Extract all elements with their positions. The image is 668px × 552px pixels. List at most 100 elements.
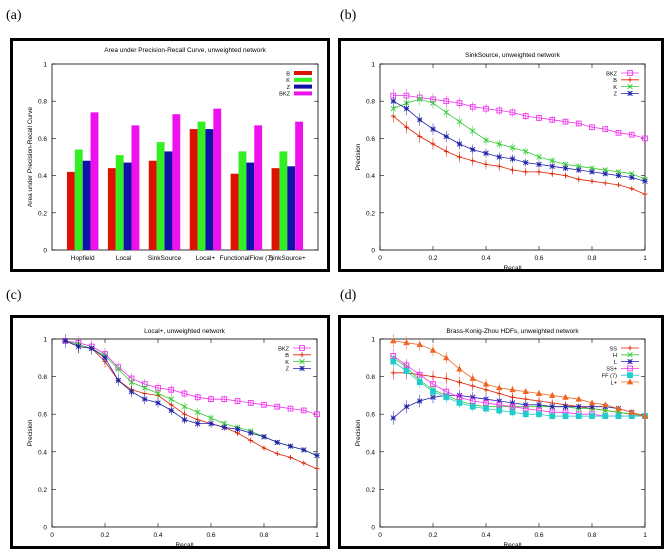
data-point — [589, 403, 595, 410]
data-point — [443, 376, 449, 381]
legend-swatch — [294, 71, 312, 75]
x-axis-label: Recall — [503, 542, 522, 549]
data-point — [195, 420, 201, 427]
data-point — [509, 156, 516, 162]
legend-marker — [627, 83, 633, 90]
data-point — [523, 169, 529, 175]
legend-label: BKZ — [278, 346, 289, 352]
data-point — [496, 407, 503, 414]
data-point — [483, 137, 489, 143]
legend-swatch — [294, 77, 312, 82]
data-point — [641, 412, 649, 419]
legend-label: FF (7) — [602, 374, 617, 380]
bar-k — [156, 142, 165, 250]
y-tick-label: 0.4 — [366, 449, 375, 456]
data-point — [89, 345, 95, 352]
data-point — [562, 413, 569, 419]
data-point — [549, 403, 555, 410]
data-point — [168, 407, 174, 414]
plot-area — [51, 63, 319, 251]
data-point — [248, 430, 254, 436]
data-point — [300, 407, 307, 414]
data-point — [602, 180, 608, 186]
data-point — [168, 396, 174, 402]
data-point — [390, 337, 397, 344]
plot-area — [379, 338, 646, 528]
data-point — [115, 366, 121, 372]
legend-marker — [299, 345, 305, 351]
data-point — [288, 455, 293, 460]
legend-label: H — [613, 353, 617, 359]
bar-b — [148, 160, 157, 250]
data-point — [470, 383, 476, 389]
data-point — [247, 400, 254, 406]
y-axis-label: Precision — [355, 419, 362, 446]
y-tick-label: 1 — [43, 337, 47, 344]
chart-title: SinkSource, unweighted network — [465, 52, 560, 59]
bar-k — [279, 151, 288, 250]
data-point — [208, 396, 214, 403]
data-point — [589, 169, 595, 175]
data-point — [629, 174, 635, 181]
y-tick-label: 0 — [371, 525, 375, 532]
data-point — [314, 452, 320, 459]
data-point — [523, 159, 529, 166]
data-point — [483, 162, 489, 167]
data-point — [417, 398, 423, 404]
data-point — [615, 129, 622, 136]
legend-label: K — [613, 85, 617, 91]
data-point — [510, 167, 515, 173]
data-point — [523, 148, 529, 155]
data-point — [287, 405, 294, 412]
x-category-label: SinkSource — [148, 255, 182, 262]
data-point — [482, 380, 490, 387]
data-point — [575, 395, 582, 402]
bar-z — [205, 129, 214, 250]
x-category-label: Local — [116, 255, 132, 262]
y-tick-label: 0.6 — [366, 136, 375, 143]
bar-b — [189, 129, 198, 250]
x-tick-label: 1 — [643, 255, 647, 262]
data-point — [588, 399, 596, 406]
data-point — [261, 445, 267, 451]
x-tick-label: 0.2 — [428, 255, 437, 262]
data-point — [314, 411, 320, 418]
data-point — [417, 96, 423, 103]
x-tick-label: 0.6 — [534, 255, 543, 262]
legend-label: SS+ — [606, 367, 617, 373]
data-point — [416, 379, 423, 386]
data-point — [430, 388, 436, 395]
chart-title: Brass-Konig-Zhou HDFs, unweighted networ… — [446, 328, 579, 335]
bar-bkz — [213, 108, 222, 250]
y-tick-label: 0.2 — [38, 210, 47, 217]
x-axis-label: Recall — [175, 542, 194, 549]
y-axis-label: Area under Precision-Recall Curve — [27, 107, 34, 207]
bar-bkz — [254, 125, 263, 250]
legend-marker — [627, 352, 633, 358]
panel-label-d: (d) — [340, 288, 357, 303]
data-point — [615, 172, 622, 179]
data-point — [589, 413, 595, 419]
y-tick-label: 0.6 — [366, 412, 375, 419]
y-tick-label: 0.2 — [366, 210, 375, 217]
y-tick-label: 0.4 — [38, 449, 47, 456]
bar-bkz — [90, 112, 99, 250]
data-point — [562, 118, 569, 125]
data-point — [628, 131, 635, 138]
chart-a: 0 0.2 0.4 0.6 0.8 1 Area under Precision-Recal… — [27, 47, 319, 262]
data-point — [602, 171, 608, 177]
legend-label: BKZ — [606, 71, 617, 77]
x-tick-label: 0.2 — [100, 532, 109, 539]
data-point — [629, 186, 635, 192]
legend-marker — [627, 70, 633, 76]
data-point — [208, 420, 214, 427]
x-tick-label: 0 — [378, 255, 382, 262]
x-tick-label: 0.8 — [587, 255, 596, 262]
legend-label: K — [286, 78, 290, 84]
data-point — [456, 365, 463, 372]
data-point — [403, 403, 410, 410]
data-point — [142, 385, 148, 391]
data-point — [496, 163, 502, 169]
data-point — [62, 338, 68, 344]
data-point — [522, 113, 529, 119]
